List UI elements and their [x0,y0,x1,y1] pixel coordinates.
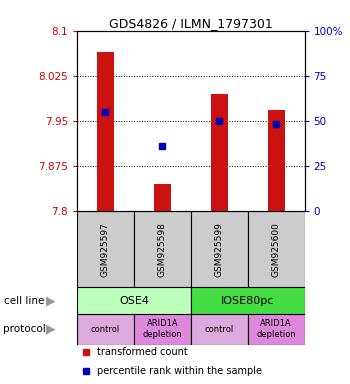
Bar [77,314,134,344]
Bar [134,314,191,344]
Bar [191,288,304,314]
Text: protocol: protocol [4,324,46,334]
Bar [77,211,134,288]
Text: GSM925597: GSM925597 [101,222,110,277]
Text: percentile rank within the sample: percentile rank within the sample [97,366,262,376]
Text: ▶: ▶ [46,323,56,336]
Bar [154,184,171,211]
Text: transformed count: transformed count [97,347,188,357]
Bar [191,211,248,288]
Text: IOSE80pc: IOSE80pc [221,296,274,306]
Text: cell line: cell line [4,296,44,306]
Text: GSM925599: GSM925599 [215,222,224,277]
Bar [211,94,228,211]
Text: GSM925600: GSM925600 [272,222,281,277]
Text: control: control [91,324,120,334]
Bar [134,211,191,288]
Bar [191,314,248,344]
Text: OSE4: OSE4 [119,296,149,306]
Text: ARID1A
depletion: ARID1A depletion [142,319,182,339]
Bar [248,211,304,288]
Text: GDS4826 / ILMN_1797301: GDS4826 / ILMN_1797301 [109,17,273,30]
Text: control: control [204,324,234,334]
Bar [248,314,304,344]
Text: GSM925598: GSM925598 [158,222,167,277]
Bar [77,288,191,314]
Bar [97,52,114,211]
Bar [267,110,285,211]
Text: ▶: ▶ [46,294,56,307]
Text: ARID1A
depletion: ARID1A depletion [256,319,296,339]
